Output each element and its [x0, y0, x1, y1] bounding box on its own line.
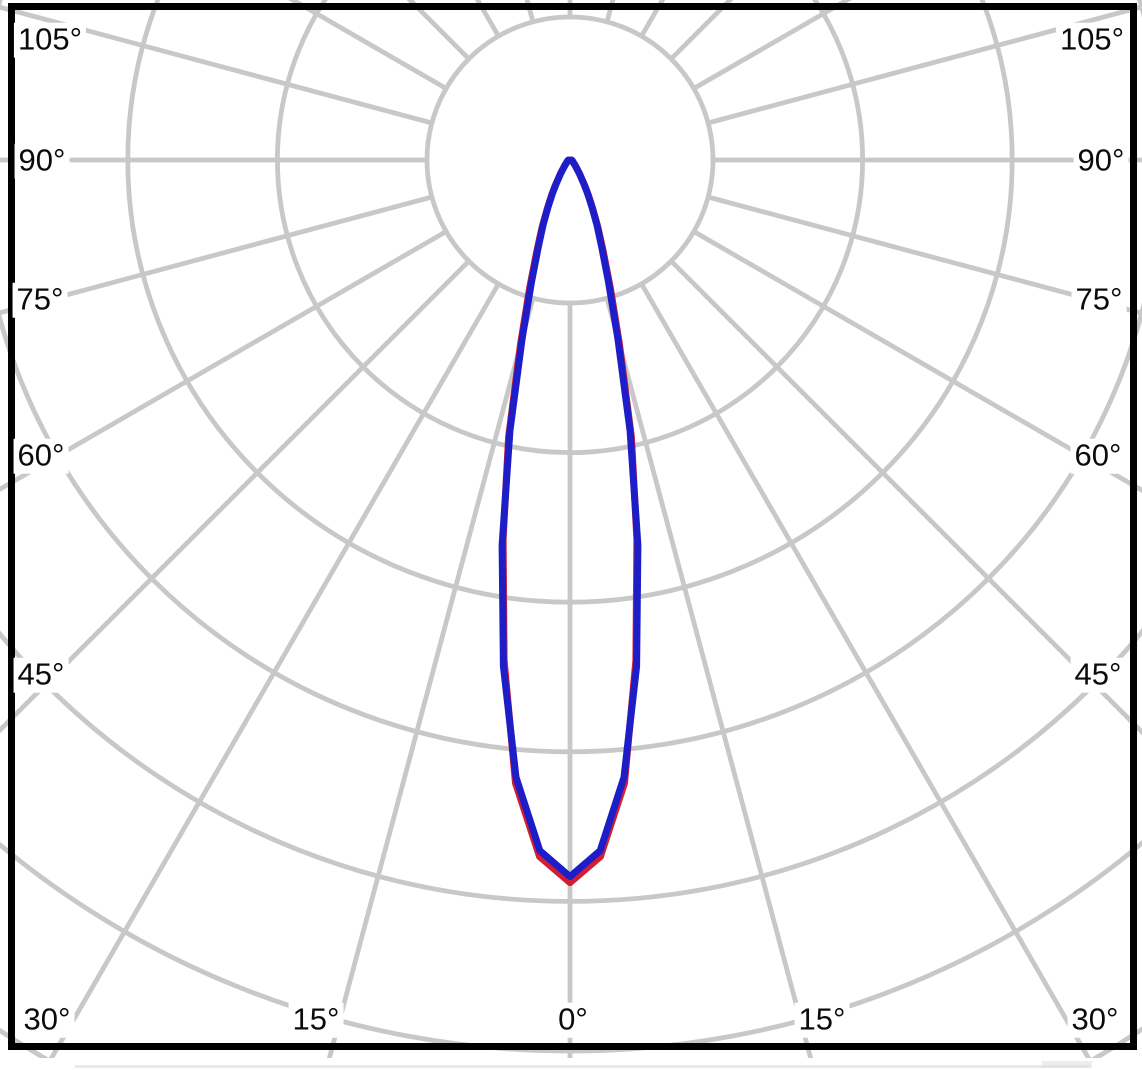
angle-label: 45°: [1070, 657, 1126, 693]
intensity-curve-blue: [498, 156, 642, 881]
cropped-watermark-artifact: [1042, 1061, 1092, 1068]
angle-label: 75°: [12, 282, 68, 318]
grid-radial: [0, 259, 471, 734]
angle-label: 15°: [288, 1002, 344, 1038]
angle-label: 30°: [1067, 1002, 1123, 1038]
angle-label: 30°: [19, 1002, 75, 1038]
angle-label: 45°: [13, 657, 69, 693]
grid-radial: [692, 229, 1142, 494]
angle-label: 0°: [554, 1002, 592, 1038]
grid-radial: [326, 297, 536, 1058]
angle-label: 60°: [13, 438, 69, 474]
grid-radial: [0, 194, 433, 316]
angle-label: 60°: [1070, 438, 1126, 474]
grid-radial: [604, 297, 814, 1058]
angle-label: 15°: [794, 1002, 850, 1038]
angle-label: 75°: [1071, 282, 1127, 318]
intensity-curves: [498, 156, 642, 887]
angle-label: 105°: [13, 22, 87, 58]
angle-label: 90°: [1073, 143, 1129, 179]
grid-radial: [707, 4, 1142, 126]
grid-radial: [639, 282, 1092, 1058]
angle-label: 105°: [1055, 22, 1129, 58]
grid-radial: [48, 282, 501, 1058]
cropped-next-element-edge: [75, 1065, 1090, 1068]
grid-radial: [707, 194, 1142, 316]
grid-radial: [0, 4, 433, 126]
diagram-frame: [8, 3, 1137, 1050]
grid-radial: [0, 229, 448, 492]
grid-radial: [669, 259, 1142, 736]
angle-label: 90°: [14, 143, 70, 179]
